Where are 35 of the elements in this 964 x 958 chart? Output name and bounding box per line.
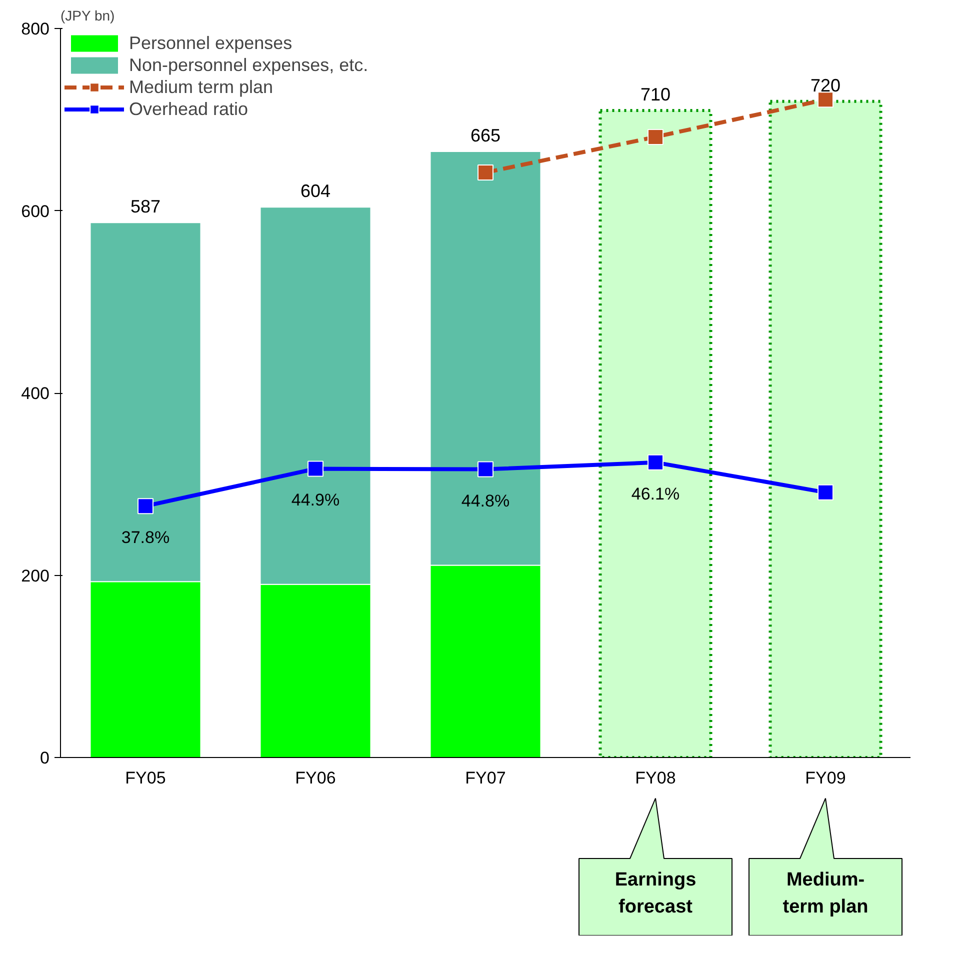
point	[138, 498, 154, 514]
legend-label: Overhead ratio	[129, 98, 248, 120]
x-tick-label: FY05	[125, 768, 166, 788]
x-tick-label: FY06	[295, 768, 336, 788]
data-label: 44.8%	[461, 491, 510, 510]
total-label: 710	[640, 84, 671, 105]
y-tick-label: 400	[21, 384, 50, 403]
total-label: 587	[130, 196, 161, 217]
point	[818, 484, 834, 500]
x-tick-label: FY07	[465, 768, 506, 788]
text: Medium-term plan	[782, 869, 868, 918]
text: (JPY bn)	[60, 8, 115, 24]
point	[648, 454, 664, 470]
x-tick-label: FY08	[635, 768, 676, 788]
point	[648, 128, 664, 145]
data-label: 44.9%	[291, 490, 340, 510]
legend-label: Non-personnel expenses, etc.	[129, 54, 368, 76]
y-tick-label: 800	[21, 20, 50, 38]
total-label: 720	[810, 75, 841, 96]
y-tick-label: 0	[40, 748, 50, 768]
point	[478, 164, 494, 180]
data-label: 37.8%	[121, 528, 170, 548]
bar	[768, 100, 882, 758]
x-tick-label: FY09	[805, 768, 846, 788]
total-label: 665	[470, 126, 501, 146]
total-label: 604	[300, 181, 331, 202]
text: Earnings forecast	[614, 869, 696, 918]
point	[478, 461, 494, 478]
y-tick-label: 600	[21, 202, 50, 221]
data-label: 46.1%	[631, 484, 680, 504]
y-tick-label: 200	[21, 566, 50, 586]
point	[308, 460, 324, 477]
legend-label: Personnel expenses	[129, 32, 292, 54]
point	[818, 92, 834, 108]
legend-label: Medium term plan	[129, 76, 274, 98]
